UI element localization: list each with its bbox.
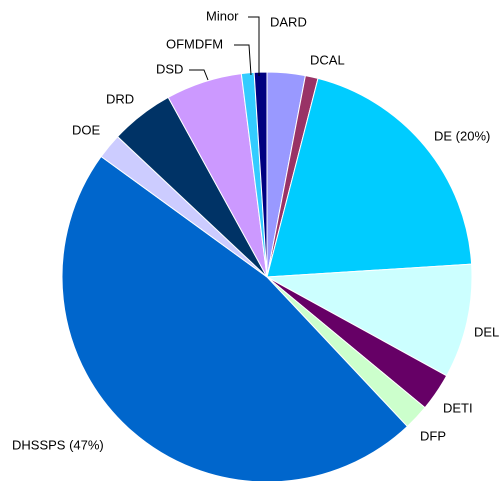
slice-label: DRD xyxy=(106,91,134,106)
pie-slice xyxy=(61,155,409,481)
pie-slice xyxy=(265,263,473,377)
pie-slice xyxy=(266,77,473,278)
slice-label: DEL xyxy=(474,324,499,339)
leader-line xyxy=(189,69,209,81)
slice-label: DCAL xyxy=(310,52,345,67)
slice-label: DFP xyxy=(420,428,446,443)
slice-label: DOE xyxy=(72,122,101,137)
slice-label: OFMDFM xyxy=(166,36,223,51)
labels: DARD DCAL DE (20%) DEL DETI DFP DHSSPS (47%) DO… xyxy=(12,8,499,452)
slice-label: DSD xyxy=(156,61,183,76)
slice-label: DETI xyxy=(443,400,473,415)
pie xyxy=(61,71,473,481)
slice-label: DHSSPS (47%) xyxy=(12,437,104,452)
slice-label: Minor xyxy=(206,8,239,23)
slice-label: DE (20%) xyxy=(434,128,490,143)
leader-line xyxy=(234,44,252,76)
leader-line xyxy=(248,16,260,76)
slice-label: DARD xyxy=(270,14,307,29)
pie-slice xyxy=(253,71,268,278)
